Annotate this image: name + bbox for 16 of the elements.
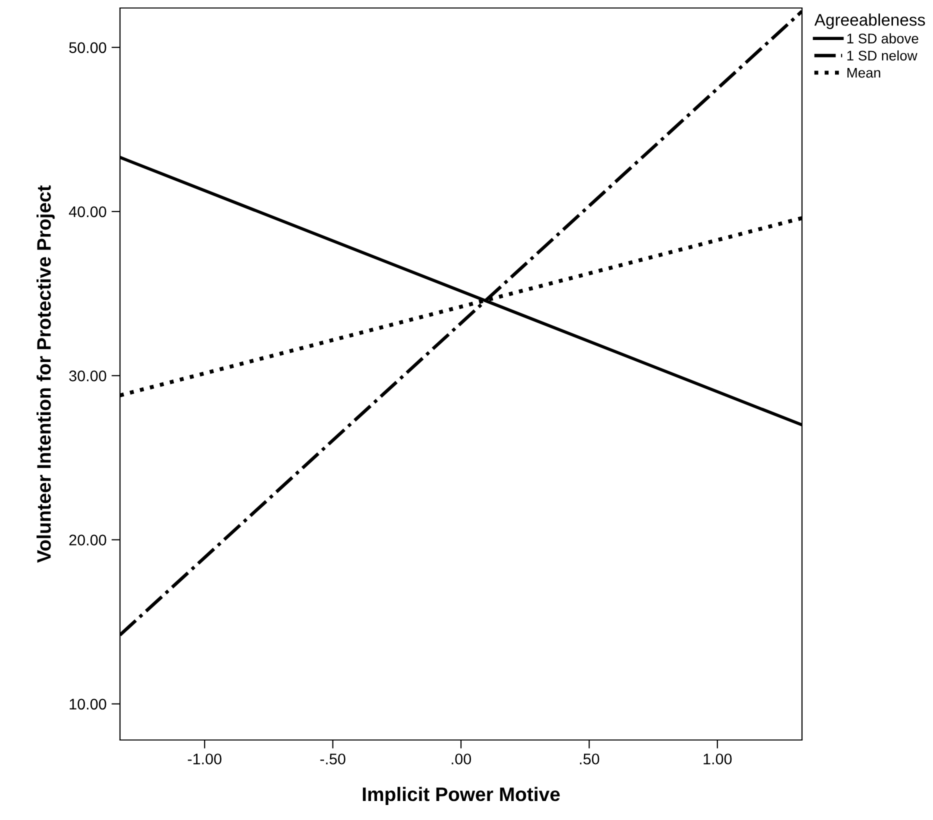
x-tick-label: .00 bbox=[452, 754, 472, 764]
y-axis-title: Volunteer Intention for Protective Project bbox=[36, 185, 55, 563]
x-tick-label: .50 bbox=[580, 754, 600, 764]
y-tick-label: 30.00 bbox=[69, 370, 106, 382]
legend-title: Agreeableness bbox=[814, 14, 925, 30]
x-tick-label: 1.00 bbox=[704, 754, 732, 764]
x-axis-title: Implicit Power Motive bbox=[362, 786, 560, 806]
y-tick-label: 40.00 bbox=[68, 206, 106, 218]
x-tick-label: -.50 bbox=[320, 754, 346, 764]
y-tick-label: 20.00 bbox=[69, 534, 106, 546]
y-tick-label: 50.00 bbox=[69, 42, 106, 54]
y-tick-label: 10.00 bbox=[70, 698, 106, 710]
legend-label: 1 SD above bbox=[847, 33, 918, 44]
legend-label: 1 SD nelow bbox=[847, 50, 918, 61]
legend-label: Mean bbox=[847, 68, 880, 78]
x-tick-label: -1.00 bbox=[188, 754, 222, 764]
